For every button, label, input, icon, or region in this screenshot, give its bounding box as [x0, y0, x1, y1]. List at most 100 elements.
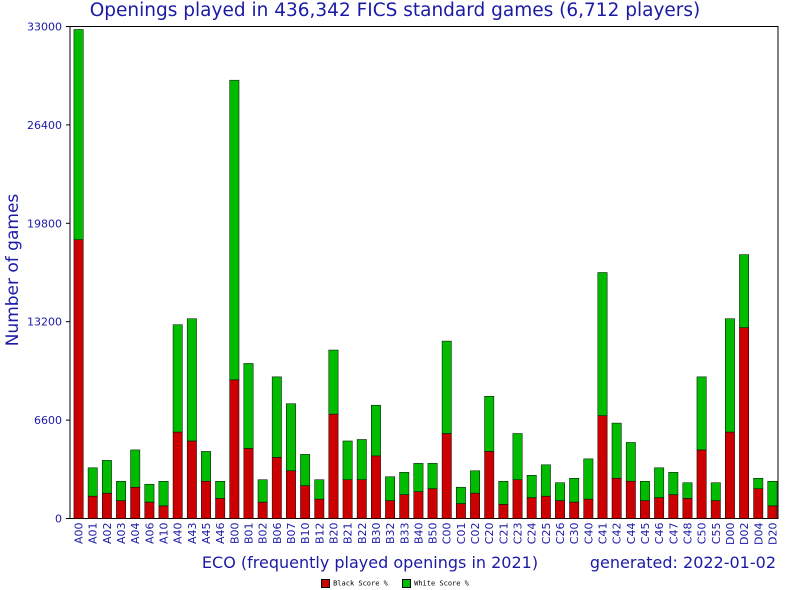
bar-white-A01 [87, 467, 98, 497]
bar-white-A10 [158, 480, 169, 507]
x-tick-label-D04: D04 [752, 523, 765, 545]
bar-white-B02 [257, 479, 268, 503]
x-tick-label-C44: C44 [625, 523, 638, 545]
x-tick-label-D02: D02 [738, 523, 751, 545]
bar-black-A01 [87, 495, 98, 519]
bar-black-B02 [257, 501, 268, 519]
bar-white-C01 [455, 486, 466, 504]
x-tick-label-C40: C40 [582, 523, 595, 545]
bar-white-A06 [144, 483, 155, 503]
bar-white-A02 [101, 460, 112, 494]
bar-white-C55 [710, 482, 721, 501]
x-tick-label-C45: C45 [639, 523, 652, 545]
x-tick-label-A43: A43 [186, 523, 199, 545]
x-tick-label-A00: A00 [73, 523, 86, 545]
x-tick-label-B50: B50 [427, 523, 440, 545]
bar-white-C30 [569, 477, 580, 503]
bar-black-B06 [271, 457, 282, 519]
legend-swatch-black [321, 579, 331, 588]
bar-black-B20 [328, 413, 339, 519]
x-tick-label-C00: C00 [441, 523, 454, 545]
bar-white-C50 [696, 376, 707, 451]
x-tick-label-A01: A01 [87, 523, 100, 545]
bar-black-C00 [441, 433, 452, 519]
bar-black-C20 [484, 451, 495, 519]
x-tick-label-C01: C01 [455, 523, 468, 545]
bar-white-B12 [314, 479, 325, 500]
x-tick-label-B02: B02 [257, 523, 270, 545]
bar-black-C48 [682, 498, 693, 519]
bar-black-B07 [286, 470, 296, 519]
y-tick-label: 33000 [27, 21, 62, 34]
x-axis-label: ECO (frequently played openings in 2021) [201, 553, 539, 572]
bar-white-C24 [526, 475, 537, 498]
bar-white-B10 [300, 454, 311, 486]
x-tick-label-B07: B07 [285, 523, 298, 545]
bar-white-C21 [498, 480, 509, 505]
x-tick-label-A04: A04 [129, 523, 142, 545]
x-tick-label-D00: D00 [724, 523, 737, 545]
bar-white-B20 [328, 349, 339, 415]
x-tick-label-A40: A40 [172, 523, 185, 545]
bar-white-C48 [682, 482, 693, 499]
bar-black-C42 [611, 477, 622, 519]
bar-white-C00 [441, 340, 452, 434]
bar-white-C23 [512, 433, 523, 480]
x-tick-label-B06: B06 [271, 523, 284, 545]
bar-white-C47 [668, 472, 679, 495]
bar-black-B22 [356, 479, 367, 519]
x-tick-label-A10: A10 [158, 523, 171, 545]
bar-black-C25 [540, 495, 551, 519]
bar-white-B33 [399, 472, 410, 495]
bar-white-C45 [640, 480, 650, 501]
bar-white-B07 [286, 403, 296, 472]
bar-white-B00 [229, 79, 240, 381]
y-axis-ticks: 0 6600 13200 19800 26400 33000 [27, 21, 70, 526]
bar-black-C46 [654, 497, 665, 519]
bar-black-C23 [512, 479, 523, 519]
bar-white-A03 [116, 480, 126, 501]
bar-black-A10 [158, 505, 169, 519]
bar-black-A02 [101, 492, 112, 519]
bar-black-C24 [526, 497, 537, 519]
bar-black-D02 [739, 327, 750, 519]
x-tick-label-B20: B20 [327, 523, 340, 545]
bar-black-C30 [569, 501, 580, 519]
bar-black-A00 [73, 239, 84, 519]
bar-white-B40 [413, 463, 424, 492]
bar-white-B01 [243, 363, 254, 449]
bar-black-C50 [696, 449, 707, 519]
legend-label-white: White Score % [414, 579, 469, 588]
legend-label-black: Black Score % [333, 579, 388, 588]
bar-white-B21 [342, 440, 353, 480]
bar-black-A45 [201, 480, 211, 519]
y-tick-label: 0 [55, 513, 62, 526]
legend-swatch-white [402, 579, 412, 588]
x-tick-label-B10: B10 [299, 523, 312, 545]
bar-white-D04 [753, 477, 764, 489]
x-tick-label-D20: D20 [766, 523, 779, 545]
bar-white-C25 [540, 464, 551, 497]
bar-black-B50 [427, 488, 438, 519]
bar-white-C26 [555, 482, 565, 501]
bar-black-B00 [229, 379, 240, 519]
bar-white-B22 [356, 439, 367, 480]
x-tick-label-B21: B21 [342, 523, 355, 545]
bar-black-B01 [243, 448, 254, 519]
bar-white-C20 [484, 395, 495, 452]
x-tick-label-B40: B40 [412, 523, 425, 545]
bar-black-B10 [300, 485, 311, 519]
bar-white-A46 [215, 480, 226, 499]
x-tick-label-C55: C55 [710, 523, 723, 545]
x-tick-label-C23: C23 [512, 523, 525, 545]
bar-white-B50 [427, 463, 438, 489]
bar-black-C45 [640, 500, 650, 519]
bar-white-B30 [371, 404, 381, 457]
bar-black-C01 [455, 503, 466, 519]
bars [73, 29, 778, 519]
bar-black-A40 [172, 431, 183, 519]
x-tick-label-B33: B33 [398, 523, 411, 545]
x-tick-label-C24: C24 [526, 523, 539, 545]
x-axis-ticks: A00 A01 A02 A03 A04 A06 A10 A40 A43 A45 A46 B00 B01 B… [73, 523, 780, 545]
bar-black-A03 [116, 500, 126, 519]
